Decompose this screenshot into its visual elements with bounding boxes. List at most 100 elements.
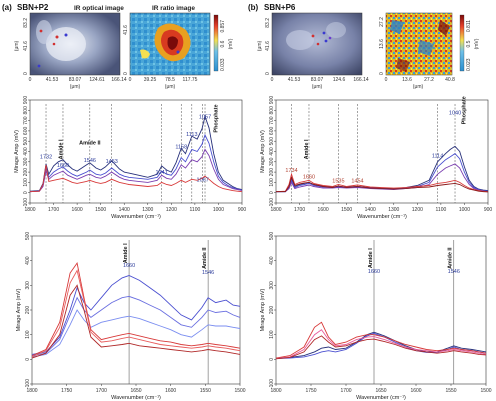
a-ratio-axis: 0.857 0.6 0.033 (mV) 41.6 0 0 39.25 78.5… bbox=[123, 20, 234, 90]
spectrum-line bbox=[29, 148, 243, 193]
y-tick-label: 0 bbox=[23, 191, 29, 194]
y-tick-label: 300 bbox=[25, 281, 31, 290]
a-cbar-tick: 0.6 bbox=[220, 40, 226, 47]
x-tick-label: 1100 bbox=[190, 207, 201, 213]
peak-label: Phosphate bbox=[462, 96, 468, 124]
y-tick-label: 200 bbox=[23, 168, 29, 177]
y-tick-label: 200 bbox=[269, 306, 275, 315]
a-ratio-x-tick: 78.5 bbox=[165, 77, 175, 83]
spectrum-line bbox=[275, 172, 489, 193]
x-axis-label: Wavenumber (cm⁻¹) bbox=[357, 214, 407, 220]
spectrum-line bbox=[276, 145, 489, 193]
peak-label: 1732 bbox=[40, 155, 52, 161]
chart-b-full-spectra: 1800 1700 1600 1500 1400 1300 1200 1100 1000 900-… bbox=[260, 96, 492, 220]
a-colorbar bbox=[213, 14, 219, 72]
a-ratio-x-tick: 117.75 bbox=[183, 77, 198, 83]
panel-a-optical-title: IR optical image bbox=[74, 5, 124, 12]
spectrum-line bbox=[31, 284, 241, 359]
x-tick-label: 1700 bbox=[96, 388, 107, 394]
peak-label: 1241 bbox=[156, 170, 168, 176]
spectrum-line bbox=[29, 133, 243, 193]
peak-label: Amide II bbox=[202, 247, 208, 269]
b-optical-x-tick: 124.6 bbox=[333, 77, 346, 83]
x-tick-label: 1100 bbox=[436, 207, 447, 213]
b-ratio-y-tick: 27.2 bbox=[379, 17, 385, 27]
x-tick-label: 1200 bbox=[166, 207, 177, 213]
y-tick-label: 0 bbox=[25, 358, 31, 361]
y-tick-label: 700 bbox=[23, 116, 29, 125]
peak-label: 1454 bbox=[351, 178, 363, 184]
x-tick-label: 900 bbox=[484, 207, 493, 213]
b-optical-yunit: (μm) bbox=[257, 40, 263, 51]
y-tick-label: 400 bbox=[23, 147, 29, 156]
spectrum-line bbox=[31, 295, 241, 357]
a-ratio-y-tick: 41.6 bbox=[123, 25, 129, 35]
chart-b-amide-spectra: 1800 1750 1700 1650 1600 1550 1500 -100 0 100 200 3… bbox=[260, 232, 492, 401]
peak-label: 1660 bbox=[57, 163, 69, 169]
x-tick-label: 1650 bbox=[130, 388, 141, 394]
b-cbar-tick: 0.5 bbox=[466, 40, 472, 47]
y-tick-label: 800 bbox=[23, 106, 29, 115]
peak-label: 1057 bbox=[199, 115, 211, 121]
y-axis-label: Mirage Amp (mV) bbox=[16, 288, 22, 331]
spectrum-line bbox=[29, 164, 243, 193]
y-tick-label: 100 bbox=[23, 178, 29, 187]
y-tick-label: 400 bbox=[269, 147, 275, 156]
y-tick-label: 600 bbox=[269, 127, 275, 136]
panel-a-ratio-title: IR ratio image bbox=[152, 5, 195, 12]
peak-label: 1067 bbox=[197, 177, 209, 183]
a-ratio-y-tick: 0 bbox=[123, 72, 129, 75]
y-tick-label: -100 bbox=[23, 198, 29, 208]
peak-label: Amide I bbox=[123, 243, 129, 263]
peak-label: 1113 bbox=[186, 132, 197, 138]
peak-label: Amide I bbox=[59, 139, 65, 159]
b-ratio-y-tick: 13.6 bbox=[379, 39, 385, 49]
a-optical-axis: 83.2 41.6 0 0 41.53 83.07 124.61 166.14 … bbox=[14, 18, 127, 90]
peak-label: 1114 bbox=[432, 154, 443, 160]
b-ratio-axis: 0.811 0.5 0.023 (mV) 27.2 13.6 0 0 13.6 … bbox=[379, 17, 480, 90]
panel-b-sample: SBN+P6 bbox=[264, 3, 296, 12]
y-tick-label: 500 bbox=[23, 137, 29, 146]
peak-label: Amide II bbox=[448, 247, 454, 269]
x-axis-label: Wavenumber (cm⁻¹) bbox=[111, 395, 161, 401]
b-ratio-x-tick: 27.2 bbox=[424, 77, 434, 83]
spectrum-line bbox=[31, 261, 241, 357]
b-ratio-y-tick: 0 bbox=[379, 72, 385, 75]
a-optical-y-tick: 41.6 bbox=[23, 41, 29, 51]
x-tick-label: 1600 bbox=[165, 388, 176, 394]
x-tick-label: 1400 bbox=[365, 207, 376, 213]
x-tick-label: 1750 bbox=[61, 388, 72, 394]
x-tick-label: 1400 bbox=[119, 207, 130, 213]
y-tick-label: 500 bbox=[25, 232, 31, 241]
peak-label: 1660 bbox=[303, 174, 315, 180]
b-optical-x-tick: 41.53 bbox=[288, 77, 301, 83]
b-ratio-x-tick: 40.8 bbox=[445, 77, 455, 83]
x-tick-label: 1700 bbox=[48, 207, 59, 213]
peak-label: 1546 bbox=[202, 270, 214, 276]
x-tick-label: 1600 bbox=[410, 388, 421, 394]
panel-a-label: (a) bbox=[2, 3, 12, 12]
a-optical-x-tick: 83.07 bbox=[69, 77, 82, 83]
spectrum-line bbox=[275, 335, 487, 360]
y-tick-label: 100 bbox=[269, 330, 275, 339]
b-optical-y-tick: 0 bbox=[265, 72, 271, 75]
b-ratio-x-tick: 13.6 bbox=[402, 77, 412, 83]
b-ratio-image bbox=[385, 12, 453, 76]
y-tick-label: 400 bbox=[25, 256, 31, 265]
x-tick-label: 1200 bbox=[412, 207, 423, 213]
b-cbar-unit: (mV) bbox=[474, 38, 480, 49]
b-optical-y-tick: 83.2 bbox=[265, 18, 271, 28]
spectrum-line bbox=[29, 114, 243, 192]
spectrum-line bbox=[275, 175, 489, 193]
y-tick-label: 900 bbox=[269, 96, 275, 105]
x-tick-label: 900 bbox=[238, 207, 247, 213]
peak-label: 1158 bbox=[175, 144, 187, 150]
spectrum-line bbox=[276, 163, 489, 193]
y-tick-label: -100 bbox=[269, 379, 275, 389]
x-tick-label: 1700 bbox=[340, 388, 351, 394]
spectrum-line bbox=[31, 309, 241, 358]
x-axis-label: Wavenumber (cm⁻¹) bbox=[356, 395, 406, 401]
b-ratio-x-tick: 0 bbox=[385, 77, 388, 83]
x-tick-label: 1600 bbox=[318, 207, 329, 213]
